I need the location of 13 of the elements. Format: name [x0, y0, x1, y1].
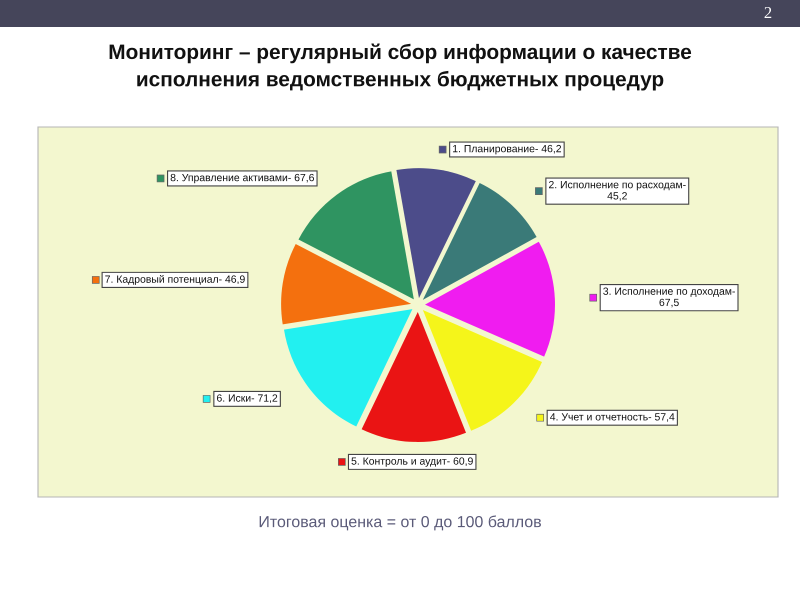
legend-label: 4. Учет и отчетность- 57,4: [550, 413, 674, 422]
chart-title: Мониторинг – регулярный сбор информации о качестве исполнения ведомственных бюджетных процедур: [110, 43, 692, 91]
legend-label: 5. Контроль и аудит- 60,9: [351, 457, 473, 467]
legend-label: 2. Исполнение по расходам-: [549, 180, 686, 190]
legend-label: 7. Кадровый потенциал- 46,9: [105, 274, 245, 285]
text: 2: [764, 6, 772, 18]
legend-label: 3. Исполнение по доходам-: [603, 287, 735, 297]
text: Итоговая оценка = от 0 до 100 баллов: [260, 515, 541, 530]
legend-label: 8. Управление активами- 67,6: [170, 174, 314, 184]
data-label: 45,2: [607, 192, 627, 201]
legend-label: 6. Иски- 71,2: [216, 394, 278, 403]
data-label: 67,5: [659, 298, 679, 308]
legend-label: 1. Планирование- 46,2: [453, 144, 562, 154]
